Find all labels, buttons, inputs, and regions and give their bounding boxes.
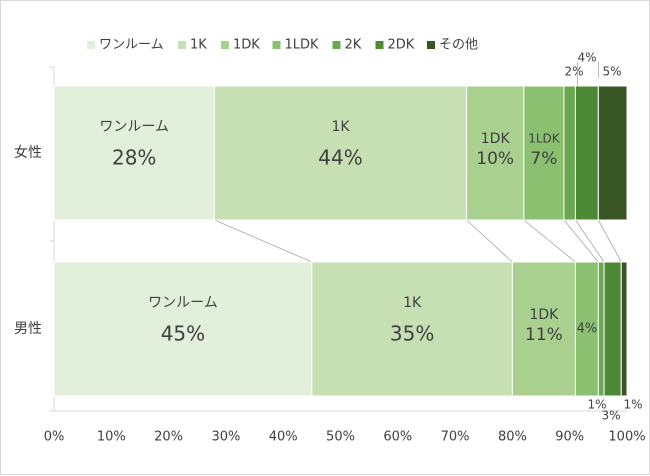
bar-segment bbox=[53, 261, 313, 397]
data-label: 4% bbox=[577, 51, 596, 65]
x-tick-label: 70% bbox=[441, 430, 470, 445]
data-label: 35% bbox=[390, 322, 434, 346]
bar-segment bbox=[466, 85, 525, 221]
bar-segment bbox=[523, 85, 565, 221]
legend-entry: 1K bbox=[190, 38, 207, 53]
data-label: 1% bbox=[623, 398, 642, 412]
data-label: 28% bbox=[112, 146, 156, 170]
data-label-name: 1DK bbox=[529, 307, 559, 323]
x-tick-label: 30% bbox=[211, 430, 240, 445]
bar-segment bbox=[563, 85, 576, 221]
bar-segment bbox=[213, 85, 468, 221]
data-label: 44% bbox=[318, 146, 362, 170]
data-label: 7% bbox=[530, 149, 557, 169]
data-label: 1% bbox=[587, 398, 606, 412]
data-label-name: 1K bbox=[331, 119, 350, 135]
data-label: 45% bbox=[161, 322, 205, 346]
series-connector-line bbox=[523, 219, 576, 263]
data-label-name: 1LDK bbox=[528, 132, 561, 146]
legend-entry: 1LDK bbox=[285, 38, 320, 53]
data-label-name: 1K bbox=[403, 295, 422, 311]
data-label-name: 1DK bbox=[481, 131, 511, 147]
legend-entry: その他 bbox=[439, 38, 478, 53]
x-tick-label: 60% bbox=[383, 430, 412, 445]
data-label: 5% bbox=[602, 65, 621, 79]
series-connector-line bbox=[575, 219, 605, 263]
bar-segment bbox=[511, 261, 576, 397]
legend-entry: 1DK bbox=[233, 38, 260, 53]
legend-swatch bbox=[221, 41, 229, 49]
data-label: 11% bbox=[525, 325, 563, 345]
x-tick-label: 10% bbox=[97, 430, 126, 445]
x-tick-label: 80% bbox=[498, 430, 527, 445]
legend-entry: ワンルーム bbox=[99, 38, 164, 53]
legend-swatch bbox=[375, 41, 384, 49]
data-label: 4% bbox=[577, 322, 598, 337]
data-label-name: ワンルーム bbox=[148, 295, 218, 311]
bar-segment bbox=[603, 261, 622, 397]
series-connector-line bbox=[466, 219, 513, 263]
category-label: 男性 bbox=[14, 321, 42, 337]
bar-segment bbox=[620, 261, 628, 397]
x-tick-label: 20% bbox=[154, 430, 183, 445]
data-label: 2% bbox=[564, 65, 583, 79]
data-label: 10% bbox=[476, 149, 514, 169]
legend-swatch bbox=[87, 41, 95, 49]
x-tick-label: 100% bbox=[608, 430, 645, 445]
bar-segment bbox=[597, 85, 628, 221]
category-label: 女性 bbox=[14, 144, 42, 161]
x-tick-label: 50% bbox=[326, 430, 355, 445]
series-connector-line bbox=[214, 219, 313, 263]
bar-segment bbox=[574, 85, 599, 221]
series-connector-line bbox=[597, 219, 622, 263]
data-label-name: ワンルーム bbox=[99, 119, 169, 135]
legend-swatch bbox=[178, 41, 186, 49]
bar-segment bbox=[597, 261, 605, 397]
legend-entry: 2K bbox=[345, 38, 362, 53]
bar-segment bbox=[53, 85, 215, 221]
data-label: 3% bbox=[601, 409, 620, 423]
x-tick-label: 90% bbox=[555, 430, 584, 445]
x-tick-label: 0% bbox=[44, 430, 65, 445]
x-tick-label: 40% bbox=[269, 430, 298, 445]
legend-entry: 2DK bbox=[388, 38, 415, 53]
legend-swatch bbox=[332, 41, 341, 49]
legend-swatch bbox=[272, 41, 281, 49]
bar-segment bbox=[311, 261, 513, 397]
series-connector-line bbox=[563, 219, 599, 263]
legend-swatch bbox=[427, 41, 435, 49]
